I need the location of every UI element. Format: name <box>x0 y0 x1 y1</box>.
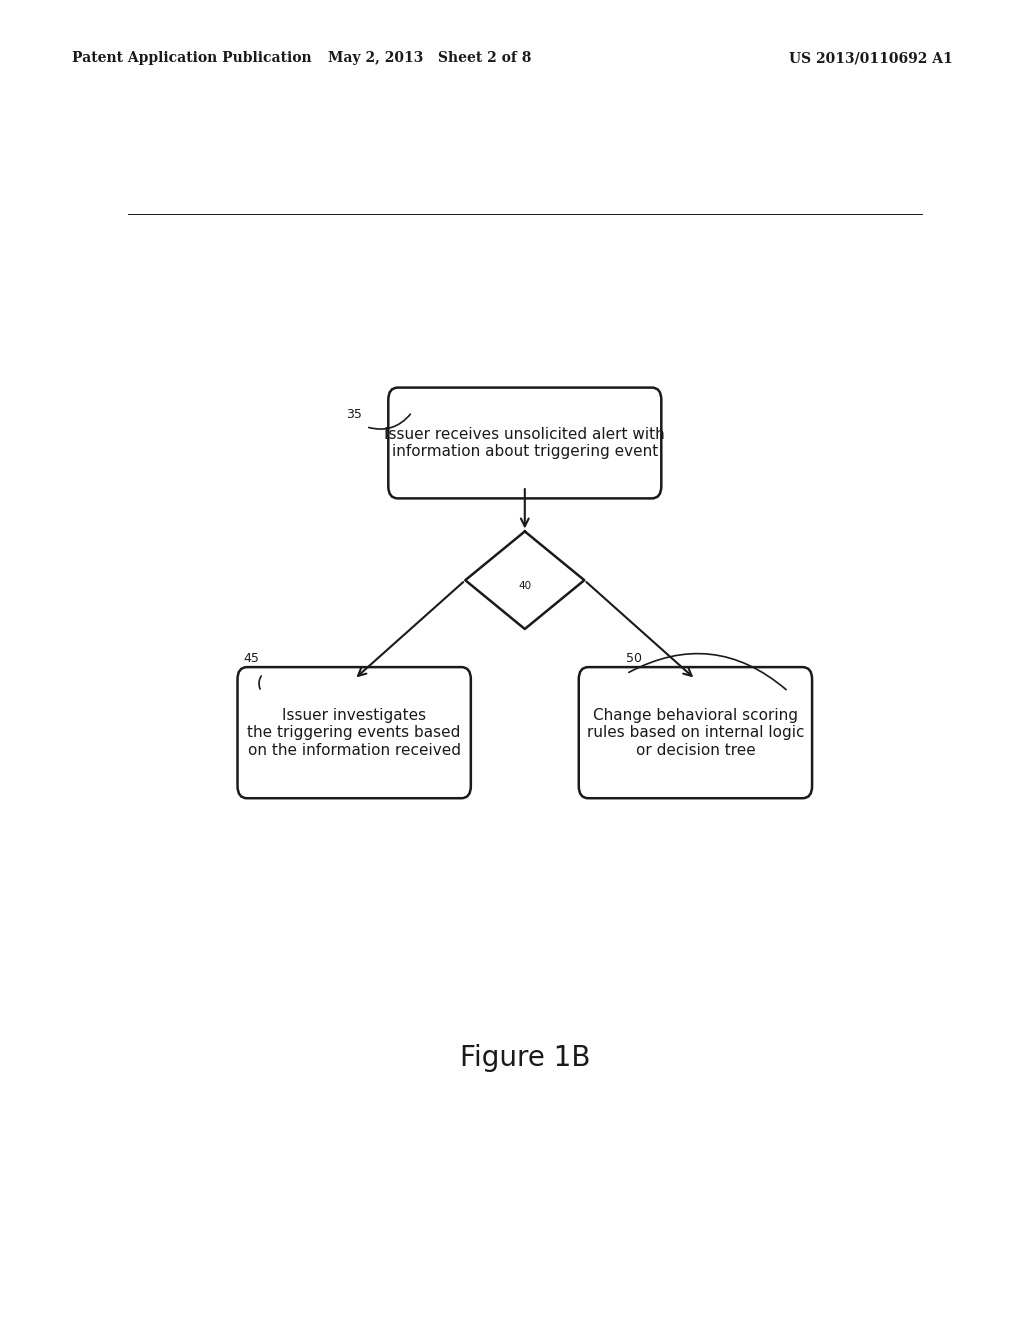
Text: 40: 40 <box>518 581 531 591</box>
Text: Issuer receives unsolicited alert with
information about triggering event: Issuer receives unsolicited alert with i… <box>384 426 666 459</box>
FancyBboxPatch shape <box>388 388 662 499</box>
Text: Patent Application Publication: Patent Application Publication <box>72 51 311 65</box>
FancyBboxPatch shape <box>579 667 812 799</box>
Text: May 2, 2013   Sheet 2 of 8: May 2, 2013 Sheet 2 of 8 <box>329 51 531 65</box>
Text: Issuer investigates
the triggering events based
on the information received: Issuer investigates the triggering event… <box>248 708 461 758</box>
Text: 35: 35 <box>346 408 362 421</box>
Text: Figure 1B: Figure 1B <box>460 1044 590 1072</box>
FancyBboxPatch shape <box>238 667 471 799</box>
Text: 50: 50 <box>627 652 642 665</box>
Text: US 2013/0110692 A1: US 2013/0110692 A1 <box>788 51 952 65</box>
Text: 45: 45 <box>243 652 259 665</box>
Text: Change behavioral scoring
rules based on internal logic
or decision tree: Change behavioral scoring rules based on… <box>587 708 804 758</box>
